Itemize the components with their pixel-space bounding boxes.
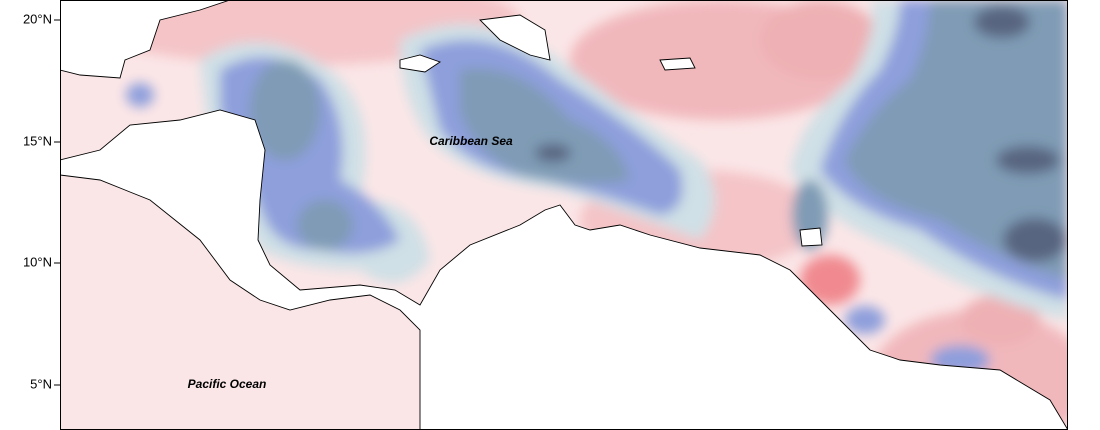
- ocean-label: Pacific Ocean: [188, 377, 267, 391]
- latitude-label: 10°N: [23, 254, 52, 269]
- latitude-label: 15°N: [23, 133, 52, 148]
- land: [60, 0, 231, 79]
- latitude-axis: 20°N 15°N 10°N 5°N: [23, 11, 60, 391]
- land: [479, 14, 551, 61]
- latitude-label: 5°N: [30, 376, 52, 391]
- latitude-label: 20°N: [23, 11, 52, 26]
- anomaly-field: [60, 0, 1068, 430]
- land: [799, 227, 823, 247]
- land: [60, 109, 1068, 430]
- land: [659, 57, 696, 71]
- land: [399, 54, 442, 73]
- sea-label: Caribbean Sea: [429, 134, 513, 148]
